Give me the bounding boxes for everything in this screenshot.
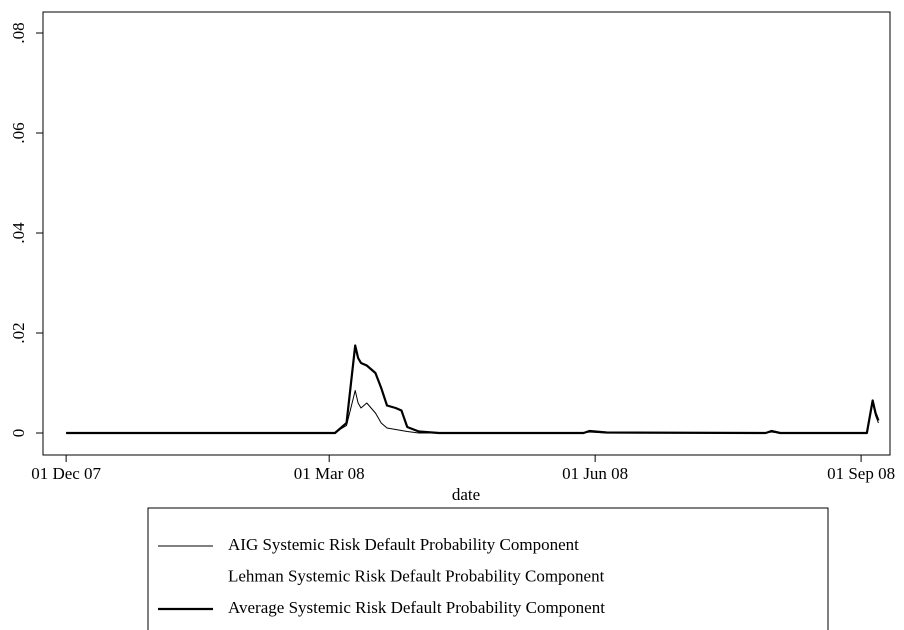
legend-label: Average Systemic Risk Default Probabilit… [228, 598, 605, 617]
legend-frame [147, 507, 829, 630]
y-tick-label: .06 [9, 122, 28, 143]
x-tick-label: 01 Sep 08 [827, 464, 895, 483]
legend-label: Lehman Systemic Risk Default Probability… [228, 566, 605, 585]
y-tick-label: .08 [9, 22, 28, 43]
y-tick-label: .02 [9, 322, 28, 343]
series-line [66, 390, 879, 434]
y-tick-label: 0 [9, 429, 28, 438]
x-tick-label: 01 Dec 07 [31, 464, 101, 483]
legend-label: AIG Systemic Risk Default Probability Co… [228, 535, 579, 554]
x-axis-label: date [452, 485, 480, 504]
plot-frame [42, 11, 891, 456]
x-tick-label: 01 Mar 08 [294, 464, 365, 483]
y-tick-label: .04 [9, 222, 28, 244]
series-line [66, 344, 880, 435]
x-tick-label: 01 Jun 08 [562, 464, 628, 483]
